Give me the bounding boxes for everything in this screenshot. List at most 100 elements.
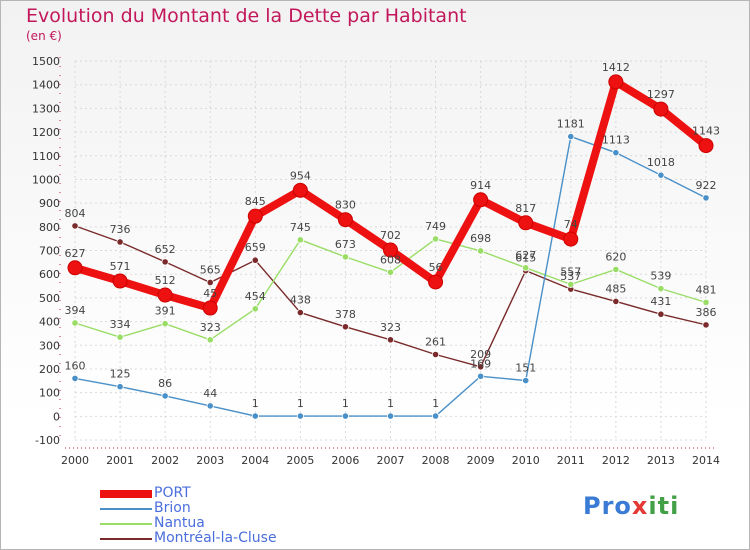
data-label: 922 <box>696 179 717 192</box>
data-point <box>428 274 444 290</box>
data-point <box>116 383 124 391</box>
data-point <box>522 376 530 385</box>
legend-label-montreal-la-cluse: Montréal-la-Cluse <box>154 530 277 546</box>
legend: PORT Brion Nantua Montréal-la-Cluse <box>100 485 360 546</box>
data-label: 745 <box>290 221 311 234</box>
axes: -100 0 100 200 300 400 500 600 700 800 900 1000 1100… <box>32 55 720 467</box>
data-point <box>206 336 214 344</box>
y-tick-label: 1000 <box>32 173 60 186</box>
data-label: 557 <box>560 265 581 278</box>
data-point <box>386 336 395 344</box>
x-tick-label: 2011 <box>557 454 585 467</box>
data-label: 56 <box>429 261 443 274</box>
data-point <box>477 247 485 255</box>
data-point <box>657 171 665 179</box>
data-point <box>657 310 665 318</box>
data-label: 1 <box>252 397 259 410</box>
data-label: 86 <box>158 377 172 390</box>
data-point <box>473 192 489 208</box>
data-point <box>612 149 620 157</box>
legend-swatch-montreal-la-cluse <box>100 538 152 540</box>
data-label: 431 <box>650 295 671 308</box>
data-point <box>161 320 169 328</box>
data-label: 1181 <box>557 118 585 131</box>
data-point <box>206 278 214 287</box>
y-tick-label: 600 <box>39 268 60 281</box>
x-tick-label: 2000 <box>61 454 89 467</box>
legend-item-montreal-la-cluse: Montréal-la-Cluse <box>100 530 360 546</box>
data-label: 571 <box>110 260 131 273</box>
data-point <box>383 242 398 258</box>
data-point <box>702 321 710 329</box>
x-tick-label: 2008 <box>422 454 450 467</box>
data-point <box>247 208 263 224</box>
data-label: 334 <box>110 318 131 331</box>
y-tick-label: 100 <box>39 387 60 400</box>
data-label: 565 <box>200 263 221 276</box>
data-point <box>206 402 214 410</box>
data-label: 44 <box>203 387 217 400</box>
y-tick-label: 200 <box>39 363 60 376</box>
data-point <box>702 194 710 202</box>
data-point <box>612 297 620 306</box>
data-label: 817 <box>515 202 536 215</box>
x-tick-label: 2004 <box>241 454 269 467</box>
data-labels: 804 736 652 565 659 438 378 323 261 209 615 537 485 4… <box>65 61 721 410</box>
legend-swatch-brion <box>100 508 152 510</box>
data-point <box>116 333 124 341</box>
y-tick-label: 1300 <box>32 102 60 115</box>
data-point <box>112 273 128 289</box>
data-label: 481 <box>696 283 717 296</box>
data-point <box>337 212 353 228</box>
series-layer <box>67 74 714 420</box>
data-point <box>292 182 308 198</box>
data-point <box>71 222 79 230</box>
data-point <box>431 235 440 243</box>
data-point <box>251 305 259 313</box>
data-label: 620 <box>605 250 626 263</box>
data-label: 1297 <box>647 88 675 101</box>
x-tick-label: 2001 <box>106 454 134 467</box>
data-label: 1 <box>297 397 304 410</box>
x-tick-label: 2005 <box>286 454 314 467</box>
data-label: 261 <box>425 335 446 348</box>
y-tick-label: 0 <box>53 410 60 423</box>
x-tick-label: 2007 <box>377 454 405 467</box>
data-label: 627 <box>515 249 536 262</box>
legend-swatch-nantua <box>100 523 152 525</box>
data-point <box>341 323 350 331</box>
data-label: 1143 <box>692 125 720 138</box>
data-label: 1018 <box>647 156 675 169</box>
data-label: 537 <box>560 270 581 283</box>
data-point <box>567 132 575 141</box>
data-label: 659 <box>245 241 266 254</box>
data-point <box>522 264 530 272</box>
x-tick-label: 2010 <box>512 454 540 467</box>
data-label: 698 <box>470 232 491 245</box>
data-label: 845 <box>245 195 266 208</box>
data-label: 702 <box>380 229 401 242</box>
data-label: 378 <box>335 308 356 321</box>
legend-item-nantua: Nantua <box>100 515 360 531</box>
data-label: 160 <box>65 359 86 372</box>
data-point <box>296 236 304 244</box>
data-point <box>477 372 485 380</box>
x-tick-label: 2002 <box>151 454 179 467</box>
data-point <box>567 280 575 288</box>
x-tick-label: 2014 <box>692 454 720 467</box>
x-tick-label: 2012 <box>602 454 630 467</box>
legend-label-brion: Brion <box>154 500 191 516</box>
data-point <box>477 363 485 371</box>
data-label: 830 <box>335 199 356 212</box>
data-label: 438 <box>290 294 311 307</box>
legend-swatch-port <box>100 490 152 498</box>
data-label: 323 <box>200 321 221 334</box>
data-label: 627 <box>65 247 86 260</box>
data-label: 454 <box>245 290 266 303</box>
y-tick-label: 700 <box>39 245 60 258</box>
y-tick-label: 800 <box>39 221 60 234</box>
data-label: 1 <box>432 397 439 410</box>
y-tick-label: 400 <box>39 316 60 329</box>
data-label: 151 <box>515 362 536 375</box>
